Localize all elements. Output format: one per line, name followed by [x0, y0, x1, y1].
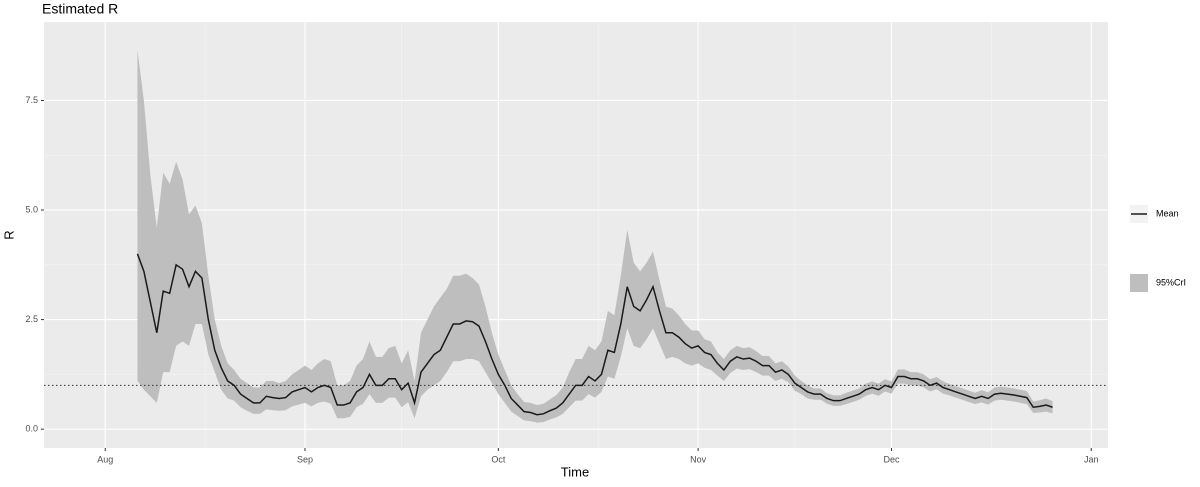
- legend-label: 95%CrI: [1156, 277, 1186, 287]
- y-tick-label: 0.0: [25, 424, 38, 434]
- mean-line: [136, 253, 1053, 416]
- x-tick-label: Dec: [883, 454, 900, 464]
- x-tick-label: Aug: [97, 454, 113, 464]
- chart-title: Estimated R: [42, 1, 118, 17]
- y-tick-label: 5.0: [25, 204, 38, 214]
- y-axis-label: R: [1, 230, 16, 239]
- legend-label: Mean: [1156, 208, 1179, 218]
- x-tick-label: Oct: [491, 454, 506, 464]
- x-tick-label: Jan: [1084, 454, 1099, 464]
- y-tick-label: 7.5: [25, 95, 38, 105]
- x-axis-label: Time: [561, 464, 589, 479]
- y-tick-label: 2.5: [25, 314, 38, 324]
- x-tick-label: Sep: [297, 454, 313, 464]
- legend-key: [1130, 274, 1148, 292]
- x-tick-label: Nov: [690, 454, 707, 464]
